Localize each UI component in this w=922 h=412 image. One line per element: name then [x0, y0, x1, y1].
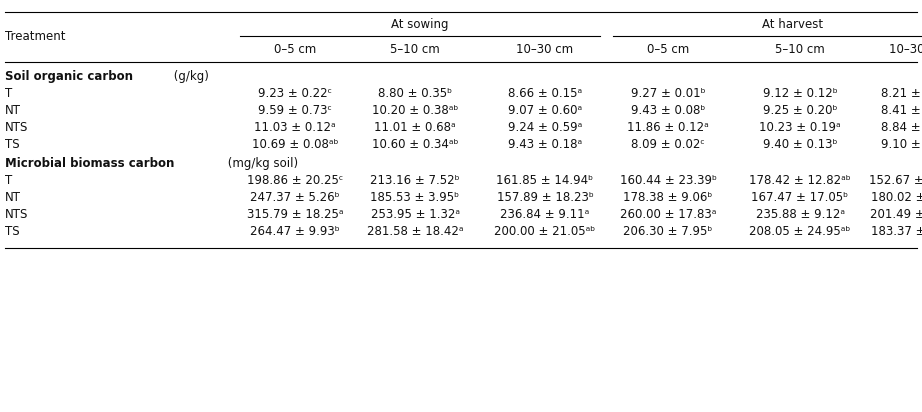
Text: At sowing: At sowing — [391, 17, 449, 30]
Text: 9.07 ± 0.60ᵃ: 9.07 ± 0.60ᵃ — [508, 103, 582, 117]
Text: Treatment: Treatment — [5, 30, 65, 43]
Text: 8.41 ± 0.09ᵇ: 8.41 ± 0.09ᵇ — [881, 103, 922, 117]
Text: (g/kg): (g/kg) — [171, 70, 209, 82]
Text: 157.89 ± 18.23ᵇ: 157.89 ± 18.23ᵇ — [497, 190, 594, 204]
Text: At harvest: At harvest — [762, 17, 823, 30]
Text: 315.79 ± 18.25ᵃ: 315.79 ± 18.25ᵃ — [247, 208, 343, 220]
Text: 160.44 ± 23.39ᵇ: 160.44 ± 23.39ᵇ — [620, 173, 716, 187]
Text: NT: NT — [5, 190, 21, 204]
Text: 260.00 ± 17.83ᵃ: 260.00 ± 17.83ᵃ — [620, 208, 716, 220]
Text: 161.85 ± 14.94ᵇ: 161.85 ± 14.94ᵇ — [496, 173, 594, 187]
Text: 10.20 ± 0.38ᵃᵇ: 10.20 ± 0.38ᵃᵇ — [372, 103, 458, 117]
Text: 9.59 ± 0.73ᶜ: 9.59 ± 0.73ᶜ — [258, 103, 332, 117]
Text: NT: NT — [5, 103, 21, 117]
Text: 8.09 ± 0.02ᶜ: 8.09 ± 0.02ᶜ — [632, 138, 705, 150]
Text: 8.66 ± 0.15ᵃ: 8.66 ± 0.15ᵃ — [508, 87, 582, 100]
Text: 11.86 ± 0.12ᵃ: 11.86 ± 0.12ᵃ — [627, 120, 709, 133]
Text: 11.03 ± 0.12ᵃ: 11.03 ± 0.12ᵃ — [254, 120, 336, 133]
Text: 5–10 cm: 5–10 cm — [775, 42, 825, 56]
Text: 9.12 ± 0.12ᵇ: 9.12 ± 0.12ᵇ — [762, 87, 837, 100]
Text: 9.27 ± 0.01ᵇ: 9.27 ± 0.01ᵇ — [631, 87, 705, 100]
Text: 10.23 ± 0.19ᵃ: 10.23 ± 0.19ᵃ — [759, 120, 841, 133]
Text: 152.67 ± 12.73ᵇ: 152.67 ± 12.73ᵇ — [869, 173, 922, 187]
Text: 9.43 ± 0.08ᵇ: 9.43 ± 0.08ᵇ — [631, 103, 705, 117]
Text: 178.38 ± 9.06ᵇ: 178.38 ± 9.06ᵇ — [623, 190, 713, 204]
Text: 253.95 ± 1.32ᵃ: 253.95 ± 1.32ᵃ — [371, 208, 459, 220]
Text: 206.30 ± 7.95ᵇ: 206.30 ± 7.95ᵇ — [623, 225, 713, 237]
Text: NTS: NTS — [5, 120, 29, 133]
Text: 8.80 ± 0.35ᵇ: 8.80 ± 0.35ᵇ — [378, 87, 452, 100]
Text: 10–30 cm: 10–30 cm — [890, 42, 922, 56]
Text: 201.49 ± 15.34ᵃ: 201.49 ± 15.34ᵃ — [869, 208, 922, 220]
Text: 213.16 ± 7.52ᵇ: 213.16 ± 7.52ᵇ — [371, 173, 460, 187]
Text: 264.47 ± 9.93ᵇ: 264.47 ± 9.93ᵇ — [250, 225, 340, 237]
Text: 178.42 ± 12.82ᵃᵇ: 178.42 ± 12.82ᵃᵇ — [750, 173, 851, 187]
Text: 9.25 ± 0.20ᵇ: 9.25 ± 0.20ᵇ — [762, 103, 837, 117]
Text: 8.84 ± 0.12ᵃ: 8.84 ± 0.12ᵃ — [881, 120, 922, 133]
Text: 11.01 ± 0.68ᵃ: 11.01 ± 0.68ᵃ — [374, 120, 455, 133]
Text: 198.86 ± 20.25ᶜ: 198.86 ± 20.25ᶜ — [247, 173, 343, 187]
Text: 0–5 cm: 0–5 cm — [274, 42, 316, 56]
Text: 281.58 ± 18.42ᵃ: 281.58 ± 18.42ᵃ — [367, 225, 463, 237]
Text: 9.40 ± 0.13ᵇ: 9.40 ± 0.13ᵇ — [762, 138, 837, 150]
Text: 235.88 ± 9.12ᵃ: 235.88 ± 9.12ᵃ — [755, 208, 845, 220]
Text: NTS: NTS — [5, 208, 29, 220]
Text: TS: TS — [5, 225, 19, 237]
Text: 183.37 ± 8.74ᵃᵇ: 183.37 ± 8.74ᵃᵇ — [871, 225, 922, 237]
Text: 200.00 ± 21.05ᵃᵇ: 200.00 ± 21.05ᵃᵇ — [494, 225, 596, 237]
Text: 208.05 ± 24.95ᵃᵇ: 208.05 ± 24.95ᵃᵇ — [750, 225, 851, 237]
Text: 10.60 ± 0.34ᵃᵇ: 10.60 ± 0.34ᵃᵇ — [372, 138, 458, 150]
Text: 10–30 cm: 10–30 cm — [516, 42, 573, 56]
Text: 185.53 ± 3.95ᵇ: 185.53 ± 3.95ᵇ — [371, 190, 459, 204]
Text: 5–10 cm: 5–10 cm — [390, 42, 440, 56]
Text: TS: TS — [5, 138, 19, 150]
Text: 8.21 ± 0.08ᵇ: 8.21 ± 0.08ᵇ — [881, 87, 922, 100]
Text: 10.69 ± 0.08ᵃᵇ: 10.69 ± 0.08ᵃᵇ — [252, 138, 338, 150]
Text: 167.47 ± 17.05ᵇ: 167.47 ± 17.05ᵇ — [751, 190, 848, 204]
Text: 9.10 ± 0.14ᵃ: 9.10 ± 0.14ᵃ — [881, 138, 922, 150]
Text: 9.24 ± 0.59ᵃ: 9.24 ± 0.59ᵃ — [508, 120, 582, 133]
Text: 9.23 ± 0.22ᶜ: 9.23 ± 0.22ᶜ — [258, 87, 332, 100]
Text: 0–5 cm: 0–5 cm — [647, 42, 689, 56]
Text: T: T — [5, 173, 12, 187]
Text: 9.43 ± 0.18ᵃ: 9.43 ± 0.18ᵃ — [508, 138, 582, 150]
Text: T: T — [5, 87, 12, 100]
Text: (mg/kg soil): (mg/kg soil) — [223, 157, 298, 169]
Text: Microbial biomass carbon: Microbial biomass carbon — [5, 157, 174, 169]
Text: 236.84 ± 9.11ᵃ: 236.84 ± 9.11ᵃ — [501, 208, 590, 220]
Text: Soil organic carbon: Soil organic carbon — [5, 70, 133, 82]
Text: 180.02 ± 8.76ᵃᵇ: 180.02 ± 8.76ᵃᵇ — [871, 190, 922, 204]
Text: 247.37 ± 5.26ᵇ: 247.37 ± 5.26ᵇ — [250, 190, 340, 204]
